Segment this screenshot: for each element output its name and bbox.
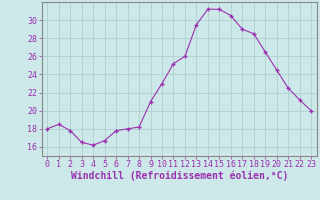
X-axis label: Windchill (Refroidissement éolien,°C): Windchill (Refroidissement éolien,°C) (70, 171, 288, 181)
